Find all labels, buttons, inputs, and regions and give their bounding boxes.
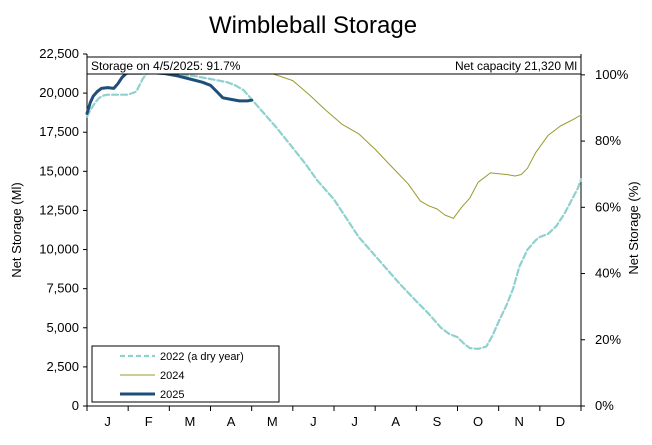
y2-tick-label: 40% (595, 266, 621, 281)
x-tick-label: J (104, 414, 111, 429)
x-tick-label: A (227, 414, 236, 429)
info-bar (86, 56, 582, 75)
y-tick-label: 2,500 (46, 359, 79, 374)
y2-axis-ticks: 0% 20% 40% 60% 80% 100% (581, 67, 629, 413)
legend-label-2025: 2025 (160, 389, 184, 401)
y-tick-label: 7,500 (46, 281, 79, 296)
storage-annotation: Storage on 4/5/2025: 91.7% (91, 59, 241, 73)
x-tick-label: A (391, 414, 400, 429)
series-group (85, 71, 583, 350)
y-tick-label: 10,000 (39, 242, 79, 257)
y2-tick-label: 100% (595, 67, 629, 82)
y2-axis-label: Net Storage (%) (626, 181, 641, 274)
y-axis-ticks: 0 2,500 5,000 7,500 10,000 12,500 15,000 17,500… (39, 46, 87, 413)
y-tick-label: 5,000 (46, 320, 79, 335)
x-tick-label: M (267, 414, 278, 429)
y-axis-label: Net Storage (Ml) (9, 182, 24, 277)
capacity-annotation: Net capacity 21,320 Ml (455, 59, 577, 73)
y2-tick-label: 20% (595, 332, 621, 347)
legend-label-2024: 2024 (160, 370, 184, 382)
series-line-2025 (85, 71, 254, 115)
legend-label-2022: 2022 (a dry year) (160, 351, 244, 363)
x-tick-label: N (515, 414, 524, 429)
y-tick-label: 22,500 (39, 46, 79, 61)
legend: 2022 (a dry year) 2024 2025 (91, 345, 280, 403)
x-tick-label: S (433, 414, 442, 429)
y2-tick-label: 0% (595, 398, 614, 413)
x-tick-label: D (556, 414, 565, 429)
chart-title: Wimbleball Storage (209, 12, 417, 39)
y2-tick-label: 80% (595, 133, 621, 148)
x-tick-label: O (473, 414, 483, 429)
x-tick-label: M (184, 414, 195, 429)
y-tick-label: 15,000 (39, 163, 79, 178)
y-tick-label: 0 (72, 398, 79, 413)
series-line-2022 (85, 71, 583, 350)
y-tick-label: 17,500 (39, 124, 79, 139)
x-tick-label: J (351, 414, 358, 429)
x-tick-label: F (145, 414, 153, 429)
y-tick-label: 12,500 (39, 202, 79, 217)
x-tick-label: J (310, 414, 317, 429)
y2-tick-label: 60% (595, 199, 621, 214)
series-line-2024 (251, 72, 582, 219)
y-tick-label: 20,000 (39, 85, 79, 100)
